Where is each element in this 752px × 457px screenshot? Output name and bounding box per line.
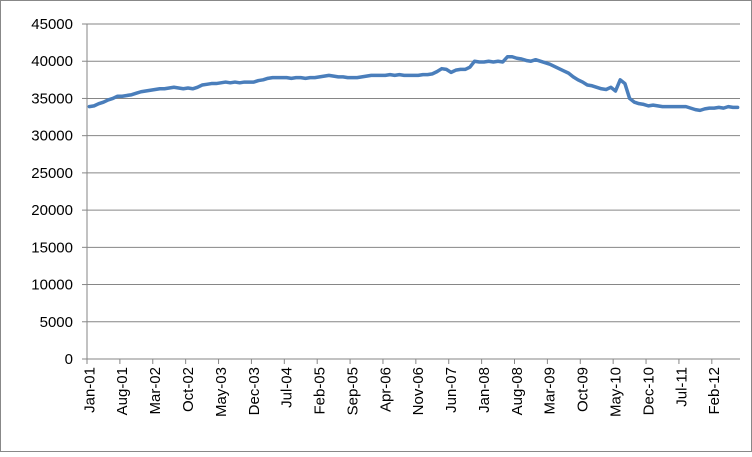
x-tick-label: May-03 [213, 367, 230, 417]
x-tick-label: Jan-08 [476, 367, 493, 413]
x-tick-label: Apr-06 [377, 367, 394, 412]
y-tick-label: 20000 [31, 202, 73, 219]
x-tick-label: Oct-09 [575, 367, 592, 412]
y-tick-label: 35000 [31, 90, 73, 107]
x-tick-label: Dec-10 [640, 367, 657, 415]
y-tick-label: 30000 [31, 128, 73, 145]
y-tick-label: 15000 [31, 239, 73, 256]
x-tick-label: Feb-05 [312, 367, 329, 415]
x-tick-label: Mar-02 [147, 367, 164, 415]
x-tick-label: Jan-01 [81, 367, 98, 413]
y-tick-label: 0 [65, 351, 73, 368]
x-tick-label: Aug-01 [114, 367, 131, 415]
x-tick-label: Jul-04 [279, 367, 296, 408]
x-tick-label: Mar-09 [542, 367, 559, 415]
x-tick-label: Dec-03 [246, 367, 263, 415]
x-tick-label: Nov-06 [410, 367, 427, 415]
x-tick-label: Aug-08 [509, 367, 526, 415]
y-tick-label: 40000 [31, 53, 73, 70]
x-tick-label: Jun-07 [443, 367, 460, 413]
y-tick-label: 5000 [40, 314, 73, 331]
y-tick-label: 25000 [31, 165, 73, 182]
x-tick-label: Oct-02 [180, 367, 197, 412]
y-tick-label: 10000 [31, 277, 73, 294]
line-series [87, 55, 740, 113]
x-tick-label: Jul-11 [673, 367, 690, 407]
x-tick-label: Sep-05 [344, 367, 361, 415]
x-tick-label: May-10 [608, 367, 625, 417]
y-tick-label: 45000 [31, 16, 73, 33]
x-tick-label: Feb-12 [706, 367, 723, 415]
